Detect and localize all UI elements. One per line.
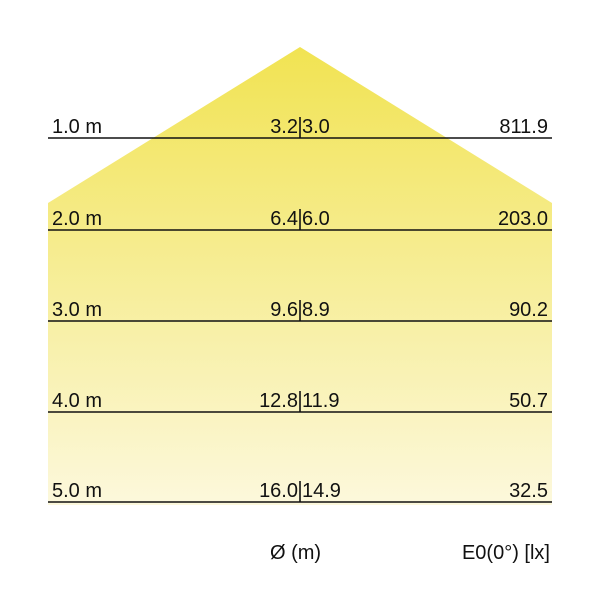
illuminance-axis-label: E0(0°) [lx] (461, 542, 550, 564)
distance-label: 4.0 m (52, 390, 103, 412)
illuminance-value: 811.9 (499, 116, 548, 138)
diameter-b-label: 11.9 (302, 390, 340, 412)
illuminance-value: 203.0 (497, 208, 548, 230)
light-cone (48, 47, 552, 505)
diameter-b-label: 14.9 (302, 480, 341, 502)
diameter-a-label: 16.0 (259, 480, 298, 502)
illuminance-value: 90.2 (509, 299, 548, 321)
diameter-a-label: 3.2 (270, 116, 298, 138)
diameter-axis-label: Ø (m) (270, 542, 322, 564)
illuminance-value: 50.7 (509, 390, 548, 412)
diameter-b-label: 8.9 (302, 299, 330, 321)
distance-label: 3.0 m (52, 299, 103, 321)
diameter-b-label: 6.0 (302, 208, 330, 230)
distance-label: 1.0 m (52, 116, 103, 138)
illuminance-value: 32.5 (509, 480, 548, 502)
diameter-a-label: 6.4 (270, 208, 298, 230)
diameter-a-label: 12.8 (259, 390, 298, 412)
distance-label: 5.0 m (52, 480, 103, 502)
distance-label: 2.0 m (52, 208, 103, 230)
diameter-a-label: 9.6 (270, 299, 298, 321)
diameter-b-label: 3.0 (302, 116, 330, 138)
